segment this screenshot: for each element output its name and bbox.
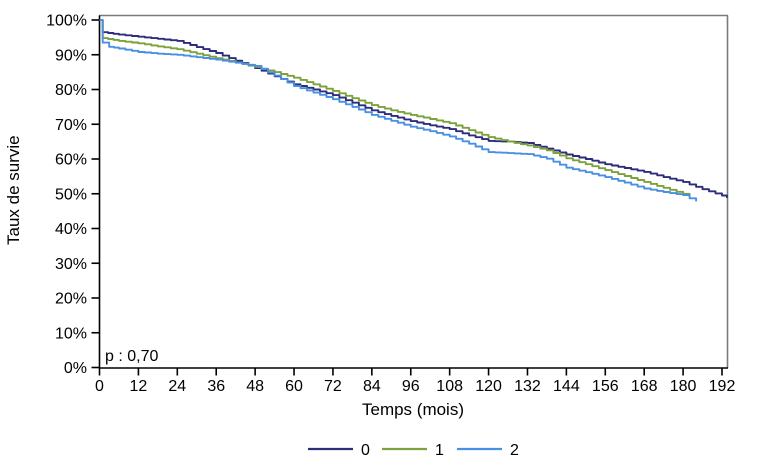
x-axis-ticks: 0 12 24 36 48 60 72 84 96 108 120 132 144 156 168 180 19…: [95, 368, 735, 395]
y-tick-label: 50%: [55, 186, 87, 203]
y-axis-ticks: 0% 10% 20% 30% 40% 50% 60% 70% 80% 90% 100%: [46, 13, 99, 377]
y-tick-label: 70%: [55, 117, 87, 134]
survival-curve-2: [99, 19, 698, 202]
legend-label-2: 2: [510, 442, 519, 459]
x-tick-label: 132: [514, 378, 541, 395]
y-axis-title: Taux de survie: [4, 135, 23, 245]
x-tick-label: 36: [207, 378, 225, 395]
series-lines: [99, 19, 728, 202]
y-tick-label: 60%: [55, 152, 87, 169]
survival-curve-1: [99, 19, 691, 197]
y-tick-label: 30%: [55, 256, 87, 273]
x-axis-title: Temps (mois): [362, 400, 464, 419]
x-tick-label: 48: [246, 378, 264, 395]
y-tick-label: 10%: [55, 325, 87, 342]
x-tick-label: 12: [130, 378, 148, 395]
legend-label-1: 1: [435, 442, 444, 459]
y-tick-label: 90%: [55, 47, 87, 64]
x-tick-label: 60: [285, 378, 303, 395]
x-tick-label: 168: [631, 378, 658, 395]
y-tick-label: 0%: [64, 360, 87, 377]
legend-item-2: 2: [457, 442, 519, 459]
x-tick-label: 96: [402, 378, 420, 395]
x-tick-label: 0: [95, 378, 104, 395]
legend-label-0: 0: [361, 442, 370, 459]
x-tick-label: 144: [553, 378, 580, 395]
y-tick-label: 100%: [46, 13, 87, 30]
x-tick-label: 156: [592, 378, 619, 395]
x-tick-label: 84: [363, 378, 381, 395]
x-tick-label: 180: [670, 378, 697, 395]
legend-item-0: 0: [308, 442, 370, 459]
x-tick-label: 72: [324, 378, 342, 395]
survival-curve-0: [99, 19, 728, 198]
x-tick-label: 108: [436, 378, 463, 395]
y-tick-label: 80%: [55, 82, 87, 99]
legend: 0 1 2: [308, 442, 519, 459]
x-tick-label: 120: [475, 378, 502, 395]
y-tick-label: 40%: [55, 221, 87, 238]
p-value-annotation: p : 0,70: [105, 348, 158, 365]
y-tick-label: 20%: [55, 291, 87, 308]
plot-border: [99, 14, 729, 368]
legend-item-1: 1: [382, 442, 444, 459]
x-tick-label: 24: [168, 378, 186, 395]
x-tick-label: 192: [709, 378, 736, 395]
